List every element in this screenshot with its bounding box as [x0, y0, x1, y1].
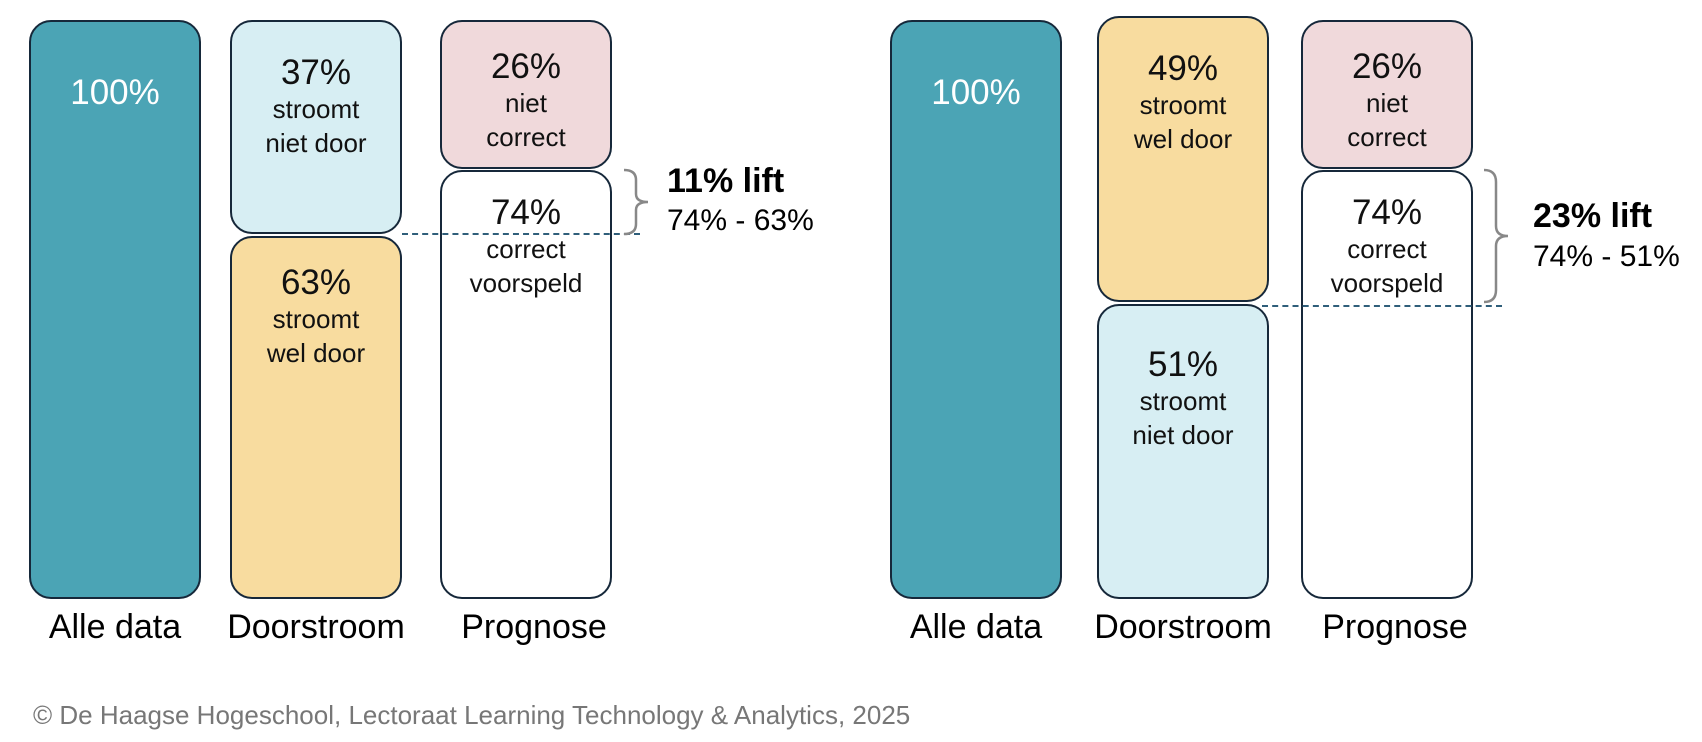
niet-correct-line2: correct	[486, 122, 566, 152]
stroomt-wel-door-block: 63% stroomt wel door	[230, 236, 402, 599]
stroomt-niet-door-block: 37% stroomt niet door	[230, 20, 402, 234]
correct-voorspeld-line2: voorspeld	[469, 268, 583, 298]
stroomt-niet-door-pct: 51%	[1147, 345, 1219, 384]
alle-data-block: 100%	[29, 20, 201, 599]
lift-title: 23% lift	[1533, 197, 1653, 235]
niet-correct-pct: 26%	[490, 47, 562, 86]
stroomt-wel-door-pct: 63%	[280, 263, 352, 302]
stroomt-niet-door-line2: niet door	[1132, 420, 1234, 450]
niet-correct-line1: niet	[1366, 88, 1408, 118]
threshold-dashed-line	[402, 233, 640, 235]
niet-correct-pct: 26%	[1351, 47, 1423, 86]
stroomt-niet-door-line1: stroomt	[272, 94, 360, 124]
alle-data-pct: 100%	[70, 73, 160, 112]
lift-calculation: 74% - 51%	[1533, 240, 1680, 273]
label-doorstroom: Doorstroom	[1094, 608, 1272, 646]
niet-correct-block: 26% niet correct	[440, 20, 612, 169]
niet-correct-block: 26% niet correct	[1301, 20, 1473, 169]
stroomt-niet-door-pct: 37%	[280, 53, 352, 92]
niet-correct-line2: correct	[1347, 122, 1427, 152]
label-prognose: Prognose	[1322, 608, 1468, 646]
alle-data-block: 100%	[890, 20, 1062, 599]
correct-voorspeld-pct: 74%	[1351, 193, 1423, 232]
niet-correct-line1: niet	[505, 88, 547, 118]
correct-voorspeld-line1: correct	[1347, 234, 1427, 264]
correct-voorspeld-block: 74% correct voorspeld	[440, 170, 612, 599]
stroomt-wel-door-pct: 49%	[1147, 49, 1219, 88]
correct-voorspeld-line2: voorspeld	[1330, 268, 1444, 298]
stroomt-niet-door-line2: niet door	[265, 128, 367, 158]
label-prognose: Prognose	[461, 608, 607, 646]
stroomt-wel-door-line2: wel door	[1133, 124, 1233, 154]
stroomt-wel-door-line1: stroomt	[272, 304, 360, 334]
stroomt-wel-door-block: 49% stroomt wel door	[1097, 16, 1269, 302]
lift-title: 11% lift	[667, 162, 785, 200]
stroomt-niet-door-line1: stroomt	[1139, 386, 1227, 416]
correct-voorspeld-block: 74% correct voorspeld	[1301, 170, 1473, 599]
alle-data-pct: 100%	[931, 73, 1021, 112]
lift-calculation: 74% - 63%	[667, 204, 814, 237]
correct-voorspeld-pct: 74%	[490, 193, 562, 232]
threshold-dashed-line	[1262, 305, 1502, 307]
lift-brace	[1483, 168, 1509, 304]
copyright-footer: © De Haagse Hogeschool, Lectoraat Learni…	[33, 700, 911, 730]
lift-brace	[623, 168, 649, 236]
label-doorstroom: Doorstroom	[227, 608, 405, 646]
label-alle-data: Alle data	[48, 608, 182, 646]
correct-voorspeld-line1: correct	[486, 234, 566, 264]
stroomt-niet-door-block: 51% stroomt niet door	[1097, 304, 1269, 599]
stroomt-wel-door-line2: wel door	[266, 338, 366, 368]
stroomt-wel-door-line1: stroomt	[1139, 90, 1227, 120]
label-alle-data: Alle data	[909, 608, 1043, 646]
